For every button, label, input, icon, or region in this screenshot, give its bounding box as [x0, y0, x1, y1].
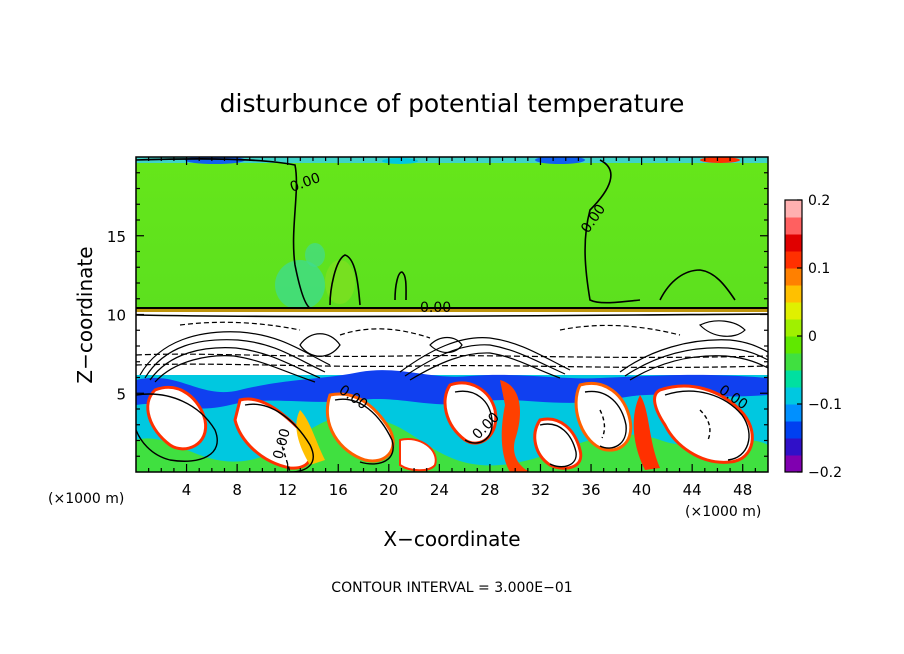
colorbar-tick-label: −0.2: [808, 465, 842, 481]
x-unit-left: (×1000 m): [48, 491, 124, 507]
eddy-warm: [633, 395, 660, 470]
contour-interval-label: CONTOUR INTERVAL = 3.000E−01: [331, 580, 572, 596]
plot-area: [136, 157, 768, 472]
x-tick-label: 16: [329, 481, 348, 499]
colorbar-swatch: [785, 387, 802, 405]
x-tick-label: 24: [430, 481, 449, 499]
colorbar-swatch: [785, 370, 802, 388]
x-tick-label: 28: [480, 481, 499, 499]
eddy-core: [399, 438, 437, 472]
contour-lower: [136, 390, 750, 472]
eddy-core: [653, 384, 754, 464]
contour-label: 0.00: [270, 427, 294, 461]
eddy-warm: [296, 410, 325, 465]
colorbar-tick-label: 0.1: [808, 261, 830, 277]
x-tick-label: 48: [733, 481, 752, 499]
field-upper: [136, 157, 768, 312]
field-top-patch: [382, 158, 418, 164]
colorbar-tick-label: 0.2: [808, 193, 830, 209]
x-tick-label: 4: [182, 481, 192, 499]
field-top-patch: [700, 157, 740, 163]
colorbar-tick-label: 0: [808, 329, 817, 345]
eddy-core: [533, 417, 583, 470]
contour-dense: [136, 320, 768, 383]
field-top-patch: [535, 157, 585, 164]
x-tick-label: 12: [278, 481, 297, 499]
eddy-warm: [500, 380, 530, 472]
colorbar-swatch: [785, 455, 802, 473]
colorbar-swatch: [785, 438, 802, 456]
eddy-core: [325, 392, 395, 463]
x-tick-label: 32: [531, 481, 550, 499]
eddy-core: [146, 385, 208, 451]
x-tick-label: 8: [232, 481, 242, 499]
colorbar-swatch: [785, 302, 802, 320]
colorbar: 0.2 0.1 0 −0.1 −0.2: [784, 193, 842, 481]
y-tick-label: 10: [107, 307, 126, 325]
colorbar-swatch: [785, 268, 802, 286]
y-tick-label: 15: [107, 228, 126, 246]
colorbar-swatch: [785, 200, 802, 218]
contour-label: 0.00: [420, 300, 451, 316]
x-unit-right: (×1000 m): [685, 504, 761, 520]
x-tick-label: 20: [379, 481, 398, 499]
chart-title: disturbunce of potential temperature: [220, 89, 685, 118]
x-tick-label: 44: [683, 481, 702, 499]
colorbar-swatch: [785, 319, 802, 337]
x-axis: 4 8 12 16 20 24 28 32 36 40 44 48: [148, 157, 756, 499]
colorbar-swatch: [785, 353, 802, 371]
x-tick-label: 36: [581, 481, 600, 499]
y-axis-label: Z−coordinate: [73, 246, 97, 383]
y-axis: 5 10 15: [107, 172, 768, 457]
colorbar-swatch: [785, 404, 802, 422]
field-upper-bump: [325, 260, 355, 304]
field-boundary: [136, 308, 768, 313]
colorbar-tick-label: −0.1: [808, 397, 842, 413]
colorbar-swatch: [785, 421, 802, 439]
x-axis-label: X−coordinate: [383, 527, 520, 551]
colorbar-swatch: [785, 217, 802, 235]
colorbar-swatch: [785, 285, 802, 303]
colorbar-swatch: [785, 251, 802, 269]
field-upper-bump: [305, 243, 325, 267]
x-tick-label: 40: [632, 481, 651, 499]
colorbar-swatch: [785, 336, 802, 354]
y-tick-label: 5: [116, 385, 126, 403]
colorbar-swatch: [785, 234, 802, 252]
